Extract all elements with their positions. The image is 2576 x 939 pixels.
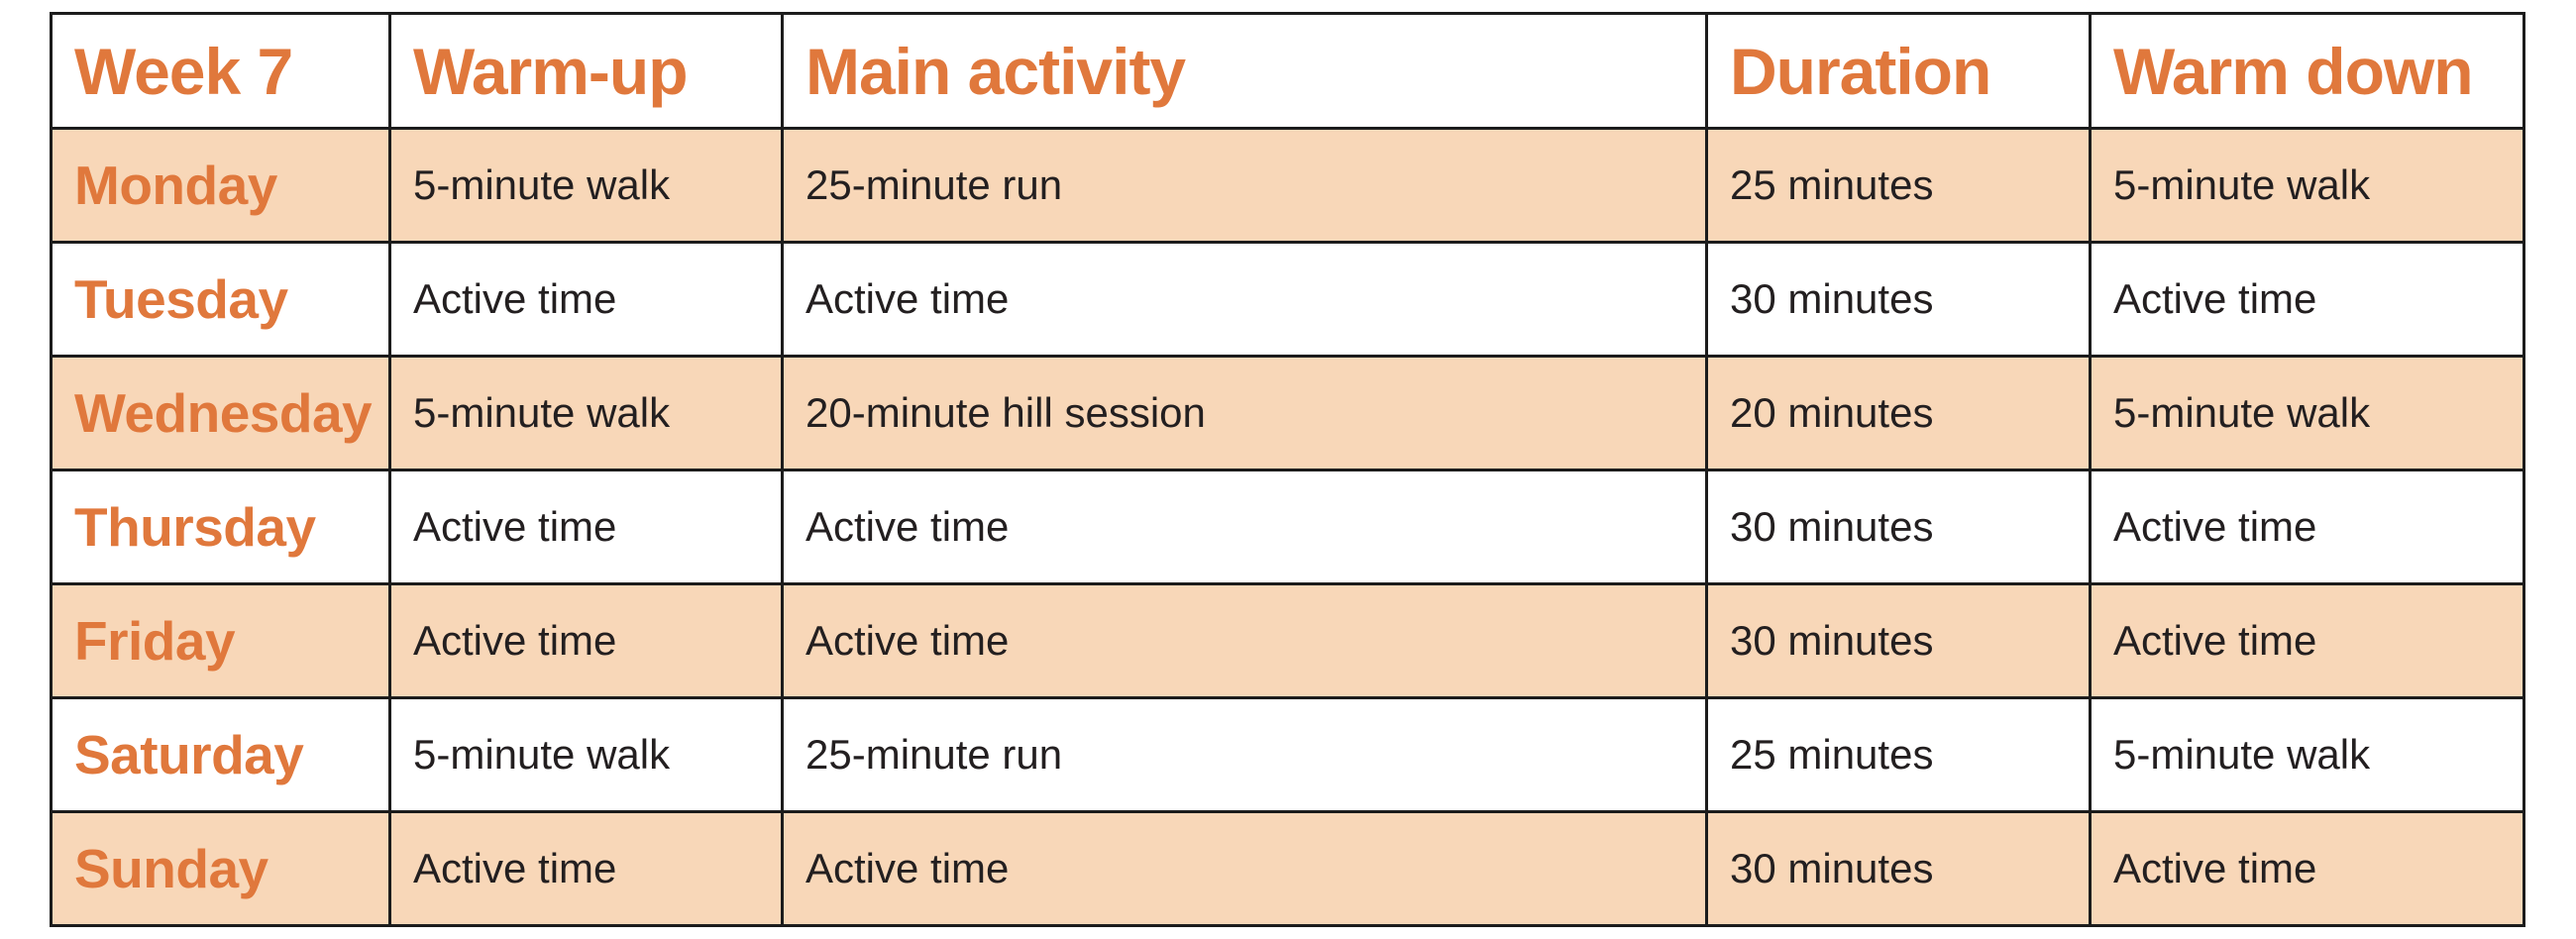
day-cell: Tuesday <box>50 241 391 358</box>
warm-down-cell: 5-minute walk <box>2089 127 2525 244</box>
duration-cell: 30 minutes <box>1705 241 2092 358</box>
header-warm-down: Warm down <box>2089 12 2525 130</box>
table-row-saturday: Saturday 5-minute walk 25-minute run 25 … <box>50 696 2525 813</box>
table-row-sunday: Sunday Active time Active time 30 minute… <box>50 810 2525 927</box>
day-cell: Wednesday <box>50 355 391 471</box>
duration-cell: 25 minutes <box>1705 696 2092 813</box>
duration-cell: 25 minutes <box>1705 127 2092 244</box>
day-cell: Sunday <box>50 810 391 927</box>
table-row-thursday: Thursday Active time Active time 30 minu… <box>50 469 2525 585</box>
warm-up-cell: Active time <box>388 241 784 358</box>
duration-cell: 30 minutes <box>1705 810 2092 927</box>
warm-up-cell: 5-minute walk <box>388 127 784 244</box>
main-activity-cell: 25-minute run <box>781 127 1708 244</box>
main-activity-cell: Active time <box>781 469 1708 585</box>
warm-down-cell: Active time <box>2089 810 2525 927</box>
warm-up-cell: Active time <box>388 582 784 699</box>
table-row-monday: Monday 5-minute walk 25-minute run 25 mi… <box>50 127 2525 244</box>
header-warm-up: Warm-up <box>388 12 784 130</box>
main-activity-cell: Active time <box>781 241 1708 358</box>
day-cell: Monday <box>50 127 391 244</box>
duration-cell: 30 minutes <box>1705 582 2092 699</box>
week7-training-table: Week 7 Warm-up Main activity Duration Wa… <box>50 12 2525 927</box>
table-row-wednesday: Wednesday 5-minute walk 20-minute hill s… <box>50 355 2525 471</box>
main-activity-cell: 25-minute run <box>781 696 1708 813</box>
week-header-cell: Week 7 <box>50 12 391 130</box>
warm-down-cell: Active time <box>2089 582 2525 699</box>
duration-cell: 30 minutes <box>1705 469 2092 585</box>
day-cell: Saturday <box>50 696 391 813</box>
table-row-tuesday: Tuesday Active time Active time 30 minut… <box>50 241 2525 358</box>
warm-down-cell: Active time <box>2089 241 2525 358</box>
main-activity-cell: Active time <box>781 810 1708 927</box>
main-activity-cell: Active time <box>781 582 1708 699</box>
day-cell: Thursday <box>50 469 391 585</box>
main-activity-cell: 20-minute hill session <box>781 355 1708 471</box>
duration-cell: 20 minutes <box>1705 355 2092 471</box>
warm-up-cell: 5-minute walk <box>388 696 784 813</box>
warm-down-cell: 5-minute walk <box>2089 696 2525 813</box>
day-cell: Friday <box>50 582 391 699</box>
header-row: Week 7 Warm-up Main activity Duration Wa… <box>50 12 2525 130</box>
warm-up-cell: Active time <box>388 810 784 927</box>
warm-down-cell: 5-minute walk <box>2089 355 2525 471</box>
warm-up-cell: Active time <box>388 469 784 585</box>
warm-down-cell: Active time <box>2089 469 2525 585</box>
warm-up-cell: 5-minute walk <box>388 355 784 471</box>
header-duration: Duration <box>1705 12 2092 130</box>
header-main-activity: Main activity <box>781 12 1708 130</box>
table-row-friday: Friday Active time Active time 30 minute… <box>50 582 2525 699</box>
